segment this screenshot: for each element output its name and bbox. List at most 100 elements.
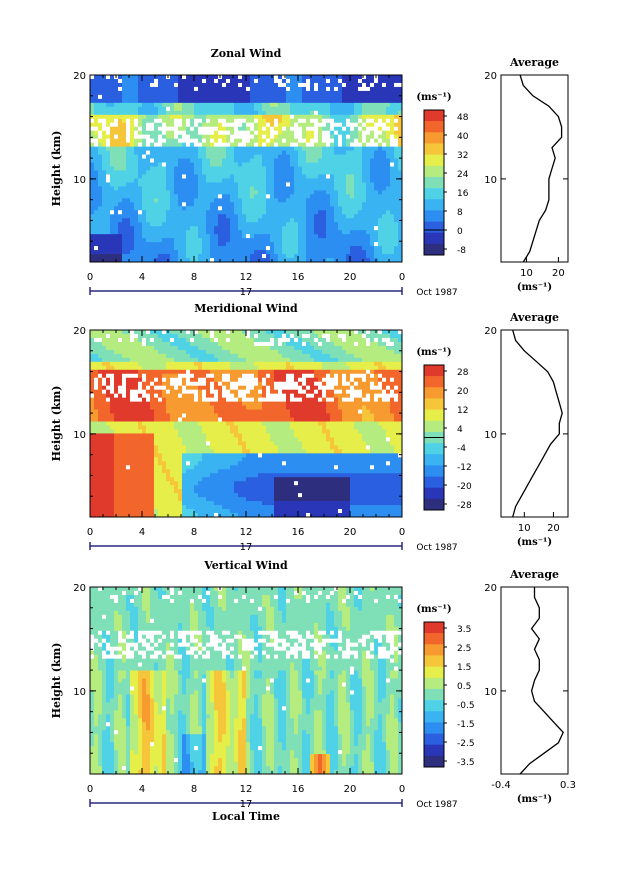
heatmap-cell [274, 151, 278, 155]
heatmap-cell [310, 79, 314, 83]
heatmap-cell [186, 414, 190, 418]
heatmap-cell [202, 190, 206, 194]
heatmap-cell [342, 167, 346, 171]
heatmap-cell [190, 346, 194, 350]
heatmap-cell [182, 445, 186, 449]
heatmap-cell [282, 198, 286, 202]
heatmap-cell [266, 222, 270, 226]
heatmap-cell [182, 489, 186, 493]
heatmap-cell [174, 163, 178, 167]
heatmap-cell [198, 131, 202, 135]
heatmap-cell [126, 370, 130, 374]
heatmap-cell [282, 111, 286, 115]
heatmap-cell [394, 139, 398, 143]
heatmap-cell [206, 159, 210, 163]
heatmap-cell [314, 167, 318, 171]
heatmap-cell [382, 163, 386, 167]
heatmap-cell [362, 115, 366, 119]
heatmap-cell [238, 159, 242, 163]
heatmap-cell [306, 87, 310, 91]
heatmap-cell [350, 135, 354, 139]
heatmap-cell [238, 206, 242, 210]
heatmap-cell [370, 174, 374, 178]
heatmap-cell [346, 194, 350, 198]
heatmap-cell [358, 218, 362, 222]
heatmap-cell [278, 143, 282, 147]
heatmap-cell [182, 394, 186, 398]
heatmap-cell [266, 159, 270, 163]
heatmap-cell [362, 186, 366, 190]
heatmap-cell [126, 350, 130, 354]
heatmap-cell [162, 406, 166, 410]
heatmap-cell [374, 250, 378, 254]
heatmap-cell [394, 242, 398, 246]
heatmap-cell [378, 167, 382, 171]
heatmap-cell [134, 111, 138, 115]
figure: Zonal Wind2010Height (km)0 4 8 12 16 20 017 Oct… [0, 0, 624, 873]
heatmap-cell [358, 135, 362, 139]
heatmap-cell [270, 198, 274, 202]
heatmap-cell [186, 505, 190, 509]
heatmap-cell [306, 99, 310, 103]
heatmap-cell [218, 174, 222, 178]
heatmap-cell [122, 394, 126, 398]
heatmap-cell [290, 250, 294, 254]
heatmap-cell [310, 95, 314, 99]
heatmap-cell [138, 210, 142, 214]
heatmap-cell [166, 429, 170, 433]
heatmap-cell [326, 206, 330, 210]
profile-x-label: (ms⁻¹) [517, 282, 552, 293]
heatmap-cell [138, 406, 142, 410]
heatmap-cell [166, 135, 170, 139]
heatmap-cell [182, 182, 186, 186]
heatmap-cell [266, 119, 270, 123]
heatmap-cell [102, 354, 106, 358]
heatmap-cell [122, 437, 126, 441]
heatmap-cell [90, 453, 94, 457]
colorbar-swatch [424, 121, 444, 132]
heatmap-cell [302, 79, 306, 83]
heatmap-cell [214, 254, 218, 258]
heatmap-cell [210, 206, 214, 210]
heatmap-cell [334, 127, 338, 131]
heatmap-cell [226, 218, 230, 222]
heatmap-cell [94, 366, 98, 370]
heatmap-cell [330, 115, 334, 119]
heatmap-cell [158, 139, 162, 143]
heatmap-cell [90, 119, 94, 123]
heatmap-cell [158, 198, 162, 202]
heatmap-cell [186, 334, 190, 338]
heatmap-cell [178, 190, 182, 194]
heatmap-cell [154, 441, 158, 445]
heatmap-cell [146, 406, 150, 410]
heatmap-cell [130, 127, 134, 131]
heatmap-cell [98, 210, 102, 214]
heatmap-cell [166, 449, 170, 453]
heatmap-cell [174, 362, 178, 366]
heatmap-cell [354, 222, 358, 226]
heatmap-cell [154, 214, 158, 218]
heatmap-cell [366, 111, 370, 115]
heatmap-cell [342, 246, 346, 250]
heatmap-cell [158, 226, 162, 230]
heatmap-cell [158, 246, 162, 250]
heatmap-cell [382, 246, 386, 250]
heatmap-cell [266, 91, 270, 95]
heatmap-cell [342, 230, 346, 234]
heatmap-cell [198, 238, 202, 242]
heatmap-cell [126, 202, 130, 206]
heatmap-cell [118, 425, 122, 429]
heatmap-cell [146, 358, 150, 362]
heatmap-cell [226, 151, 230, 155]
heatmap-cell [122, 402, 126, 406]
heatmap-cell [362, 127, 366, 131]
heatmap-cell [162, 354, 166, 358]
heatmap-cell [322, 182, 326, 186]
heatmap-cell [166, 242, 170, 246]
heatmap-cell [98, 254, 102, 258]
heatmap-cell [174, 143, 178, 147]
heatmap-cell [106, 445, 110, 449]
heatmap-cell [102, 386, 106, 390]
heatmap-cell [282, 234, 286, 238]
heatmap-cell [102, 127, 106, 131]
